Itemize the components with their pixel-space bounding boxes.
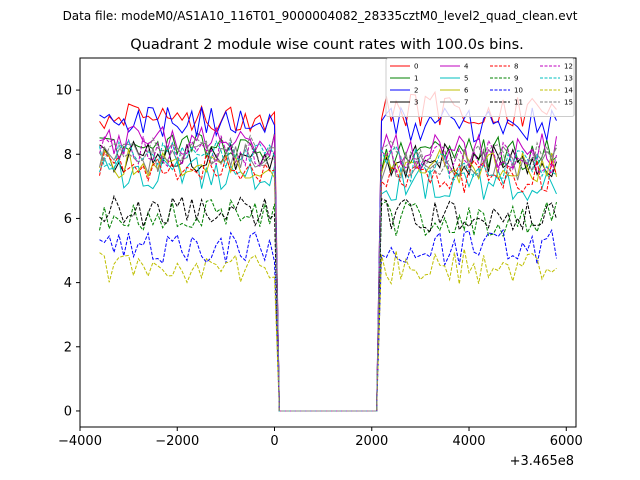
x-tick-label: 6000 — [550, 434, 583, 449]
series-line-14 — [99, 249, 557, 412]
x-tick-label: 4000 — [452, 434, 485, 449]
series-line-15 — [99, 134, 557, 412]
y-tick-label: 4 — [64, 276, 72, 291]
legend-label-14: 14 — [564, 87, 573, 95]
legend-label-7: 7 — [464, 99, 468, 107]
y-tick-label: 0 — [64, 404, 72, 419]
series-line-6 — [99, 148, 557, 412]
series-line-9 — [99, 198, 557, 412]
legend-label-3: 3 — [414, 99, 418, 107]
legend-label-13: 13 — [564, 75, 573, 83]
legend-label-12: 12 — [564, 63, 573, 71]
legend-label-0: 0 — [414, 63, 418, 71]
series-line-0 — [99, 90, 557, 412]
legend-label-10: 10 — [514, 87, 523, 95]
legend-label-8: 8 — [514, 63, 518, 71]
legend-label-11: 11 — [514, 99, 523, 107]
legend-label-2: 2 — [414, 87, 418, 95]
legend-label-4: 4 — [464, 63, 469, 71]
legend-label-5: 5 — [464, 75, 468, 83]
x-tick-label: 2000 — [355, 434, 388, 449]
legend-label-1: 1 — [414, 75, 418, 83]
legend-label-15: 15 — [564, 99, 573, 107]
legend-label-9: 9 — [514, 75, 518, 83]
x-axis: −4000 −2000 0 2000 4000 6000 — [58, 427, 583, 449]
chart-title: Quadrant 2 module wise count rates with … — [130, 37, 524, 53]
y-tick-label: 8 — [64, 148, 72, 163]
plot-frame — [79, 57, 577, 428]
series-line-10 — [99, 228, 557, 412]
series-layer — [99, 90, 557, 412]
x-tick-label: −4000 — [58, 434, 102, 449]
y-tick-label: 6 — [64, 212, 72, 227]
x-tick-label: 0 — [270, 434, 278, 449]
y-tick-label: 2 — [64, 340, 72, 355]
legend-label-6: 6 — [464, 87, 469, 95]
x-tick-label: −2000 — [155, 434, 199, 449]
series-line-8 — [99, 150, 557, 412]
y-tick-label: 10 — [55, 84, 72, 99]
legend-box — [385, 58, 575, 117]
series-line-11 — [99, 194, 557, 412]
chart-suptitle: Data file: modeM0/AS1A10_116T01_90000040… — [63, 9, 578, 23]
x-offset-label: +3.465e8 — [510, 454, 574, 469]
y-axis: 0 2 4 6 8 10 — [55, 84, 80, 419]
series-line-5 — [99, 156, 557, 412]
